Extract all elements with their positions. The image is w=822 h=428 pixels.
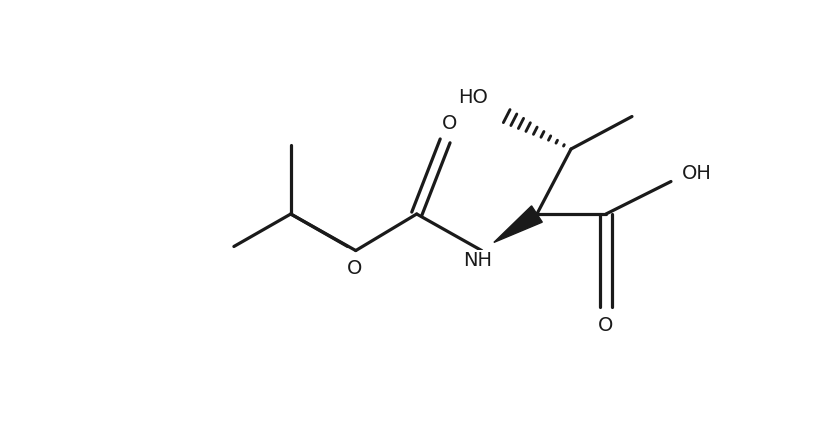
Text: O: O: [598, 316, 614, 335]
Text: OH: OH: [682, 164, 712, 183]
Polygon shape: [494, 206, 543, 242]
Text: NH: NH: [463, 251, 492, 270]
Text: O: O: [346, 259, 362, 278]
Text: O: O: [441, 113, 457, 133]
Text: HO: HO: [459, 88, 488, 107]
